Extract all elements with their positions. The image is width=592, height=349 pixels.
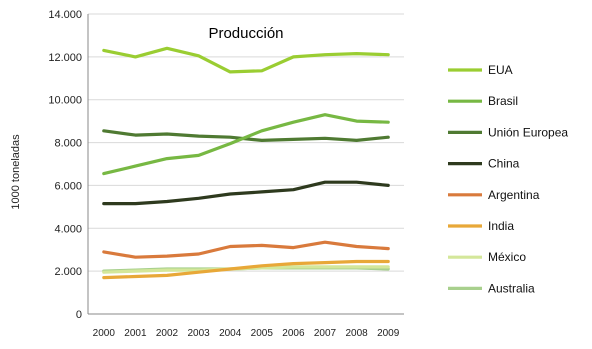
x-tick-label: 2000 [93, 328, 116, 339]
x-tick-label: 2006 [282, 328, 305, 339]
y-tick-label: 0 [76, 309, 82, 321]
x-tick-label: 2002 [156, 328, 179, 339]
y-tick-label: 6.000 [54, 180, 82, 192]
chart-title: Producción [208, 25, 283, 42]
y-tick-label: 14.000 [48, 9, 82, 21]
y-tick-label: 8.000 [54, 138, 82, 150]
series-line-argentina [102, 240, 390, 259]
series-lines [102, 46, 390, 280]
y-tick-label: 12.000 [48, 52, 82, 64]
legend-label: Brasil [488, 94, 518, 108]
legend: EUA Brasil Unión Europea China Argentina Indi… [448, 63, 568, 295]
series-line-india [102, 259, 390, 280]
y-tick-label: 4.000 [54, 223, 82, 235]
x-tick-label: 2001 [124, 328, 147, 339]
y-tick-label: 2.000 [54, 266, 82, 278]
legend-label: Australia [488, 281, 535, 295]
legend-label: EUA [488, 63, 513, 77]
x-tick-label: 2003 [187, 328, 210, 339]
series-line-brasil [102, 113, 390, 176]
x-tick-label: 2005 [251, 328, 274, 339]
series-line-eua [102, 46, 390, 74]
x-tick-labels: 2000 2001 2002 2003 2004 2005 2006 2007 2008 2009 [93, 328, 400, 339]
y-tick-label: 10.000 [48, 95, 82, 107]
x-tick-label: 2007 [314, 328, 337, 339]
x-tick-label: 2009 [377, 328, 400, 339]
y-tick-labels: 0 2.000 4.000 6.000 8.000 10.000 12.000 14.000 [48, 9, 82, 321]
legend-label: Unión Europea [488, 125, 568, 139]
legend-label: China [488, 157, 520, 171]
legend-label: India [488, 219, 514, 233]
x-tick-label: 2004 [219, 328, 242, 339]
x-tick-label: 2008 [345, 328, 368, 339]
series-line-china [102, 180, 390, 206]
legend-label: México [488, 250, 526, 264]
legend-label: Argentina [488, 188, 540, 202]
y-axis-label: 1000 toneladas [10, 134, 22, 210]
